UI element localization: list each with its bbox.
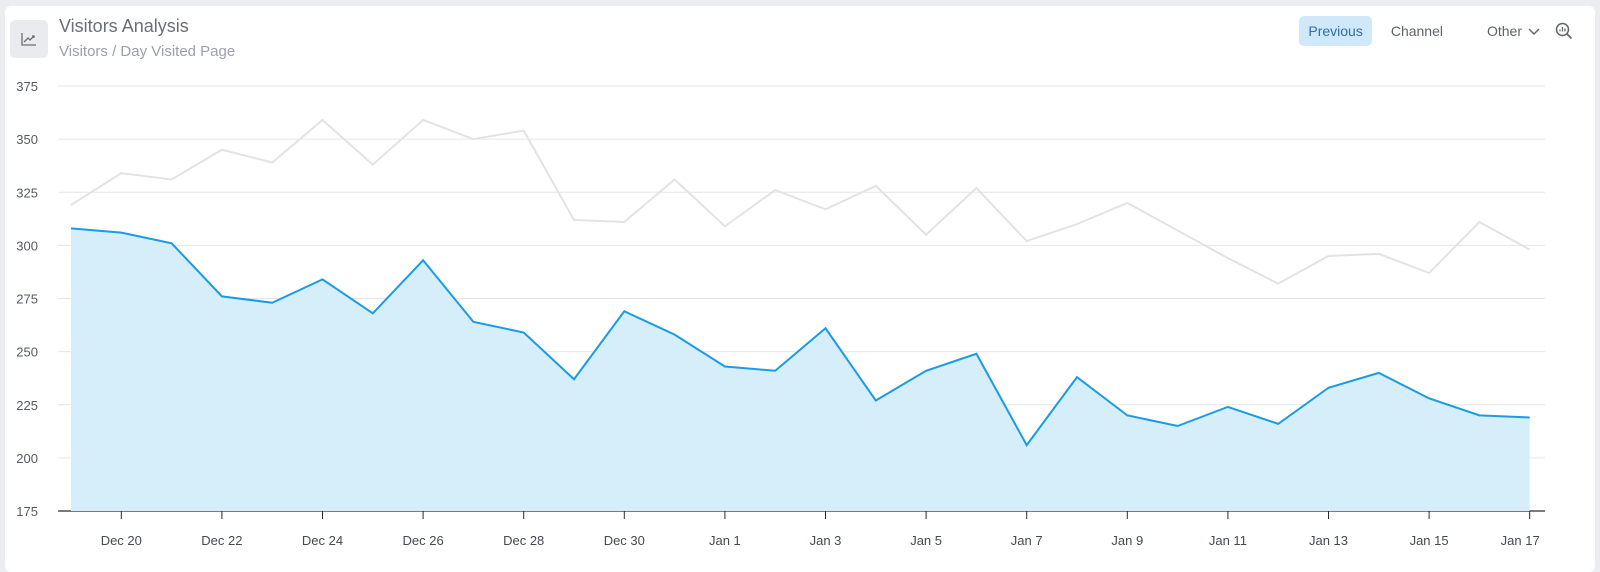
- x-tick-label: Dec 20: [101, 533, 142, 548]
- x-tick-label: Jan 7: [1011, 533, 1043, 548]
- y-tick-label: 350: [16, 132, 38, 147]
- other-label: Other: [1486, 23, 1522, 39]
- chevron-down-icon: [1528, 23, 1540, 39]
- x-tick-label: Dec 24: [302, 533, 343, 548]
- x-tick-label: Jan 9: [1111, 533, 1143, 548]
- current-area-fill: [71, 228, 1530, 511]
- y-tick-label: 200: [16, 451, 38, 466]
- zoom-icon[interactable]: [1553, 20, 1575, 42]
- line-chart-icon[interactable]: [10, 20, 48, 58]
- x-tick-label: Dec 22: [201, 533, 242, 548]
- channel-button[interactable]: Channel: [1390, 23, 1443, 39]
- y-tick-label: 325: [16, 185, 38, 200]
- y-tick-label: 300: [16, 238, 38, 253]
- x-tick-label: Jan 5: [910, 533, 942, 548]
- x-tick-label: Jan 15: [1410, 533, 1449, 548]
- y-tick-label: 225: [16, 398, 38, 413]
- previous-series-line: [70, 118, 1531, 285]
- x-tick-label: Jan 1: [709, 533, 741, 548]
- chart-subtitle: Visitors / Day Visited Page: [59, 43, 236, 60]
- current-series-line: [70, 227, 1530, 447]
- y-tick-label: 375: [16, 79, 38, 94]
- chart-title: Visitors Analysis: [59, 16, 189, 36]
- x-tick-label: Dec 28: [503, 533, 544, 548]
- previous-button[interactable]: Previous: [1299, 16, 1372, 46]
- x-tick-label: Jan 17: [1501, 533, 1540, 548]
- other-dropdown[interactable]: Other: [1478, 16, 1549, 46]
- y-tick-label: 275: [16, 292, 38, 307]
- x-tick-label: Jan 13: [1309, 533, 1348, 548]
- y-tick-label: 250: [16, 345, 38, 360]
- x-tick-label: Jan 11: [1209, 533, 1247, 548]
- y-tick-label: 175: [16, 504, 38, 519]
- chart-toolbar: Previous Channel Other: [1299, 16, 1575, 46]
- x-tick-label: Dec 26: [402, 533, 443, 548]
- x-tick-label: Jan 3: [810, 533, 842, 548]
- x-tick-label: Dec 30: [604, 533, 645, 548]
